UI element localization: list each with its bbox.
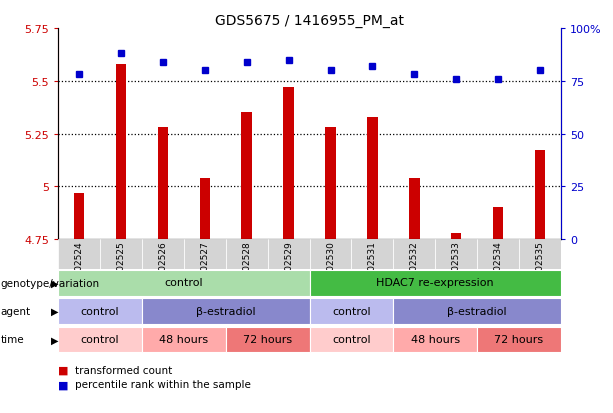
Text: control: control [81,306,120,316]
Text: control: control [164,278,204,288]
Text: agent: agent [1,306,31,316]
Text: control: control [332,334,371,344]
Bar [493,208,503,240]
Text: ▶: ▶ [51,335,58,344]
Bar [409,178,419,240]
Text: GSM902529: GSM902529 [284,241,293,296]
Text: time: time [1,335,25,344]
Bar [326,128,336,240]
Text: ■: ■ [58,380,69,389]
Bar [435,240,477,269]
Text: percentile rank within the sample: percentile rank within the sample [75,380,251,389]
Bar [477,240,519,269]
Bar [394,299,561,324]
Bar [226,327,310,352]
Text: GSM902528: GSM902528 [242,241,251,296]
Text: control: control [81,334,120,344]
Text: genotype/variation: genotype/variation [1,278,100,288]
Bar [74,193,85,240]
Bar [535,151,545,240]
Bar [100,240,142,269]
Text: 48 hours: 48 hours [411,334,460,344]
Bar [58,327,142,352]
Text: GSM902533: GSM902533 [452,241,461,296]
Bar [58,240,100,269]
Bar [142,299,310,324]
Text: ▶: ▶ [51,278,58,288]
Bar [58,299,142,324]
Bar [477,327,561,352]
Bar [310,299,394,324]
Text: GSM902531: GSM902531 [368,241,377,296]
Bar [58,271,310,296]
Text: GSM902534: GSM902534 [493,241,503,296]
Bar [310,327,394,352]
Text: GSM902530: GSM902530 [326,241,335,296]
Text: 72 hours: 72 hours [243,334,292,344]
Bar [226,240,268,269]
Text: GSM902525: GSM902525 [116,241,126,296]
Bar [268,240,310,269]
Text: ▶: ▶ [51,306,58,316]
Bar [116,65,126,240]
Bar [142,240,184,269]
Text: GSM902535: GSM902535 [535,241,544,296]
Bar [310,271,561,296]
Title: GDS5675 / 1416955_PM_at: GDS5675 / 1416955_PM_at [215,14,404,28]
Text: HDAC7 re-expression: HDAC7 re-expression [376,278,494,288]
Text: control: control [332,306,371,316]
Text: GSM902532: GSM902532 [409,241,419,296]
Text: 48 hours: 48 hours [159,334,208,344]
Bar [184,240,226,269]
Bar [283,88,294,240]
Text: transformed count: transformed count [75,365,173,375]
Text: ■: ■ [58,365,69,375]
Bar [451,233,462,240]
Text: β-estradiol: β-estradiol [196,306,256,316]
Text: GSM902526: GSM902526 [158,241,167,296]
Bar [519,240,561,269]
Text: β-estradiol: β-estradiol [447,306,507,316]
Bar [367,117,378,240]
Bar [200,178,210,240]
Text: 72 hours: 72 hours [495,334,544,344]
Bar [142,327,226,352]
Bar [158,128,168,240]
Bar [310,240,351,269]
Bar [394,327,477,352]
Text: GSM902527: GSM902527 [200,241,210,296]
Text: GSM902524: GSM902524 [75,241,84,296]
Bar [242,113,252,240]
Bar [351,240,394,269]
Bar [394,240,435,269]
